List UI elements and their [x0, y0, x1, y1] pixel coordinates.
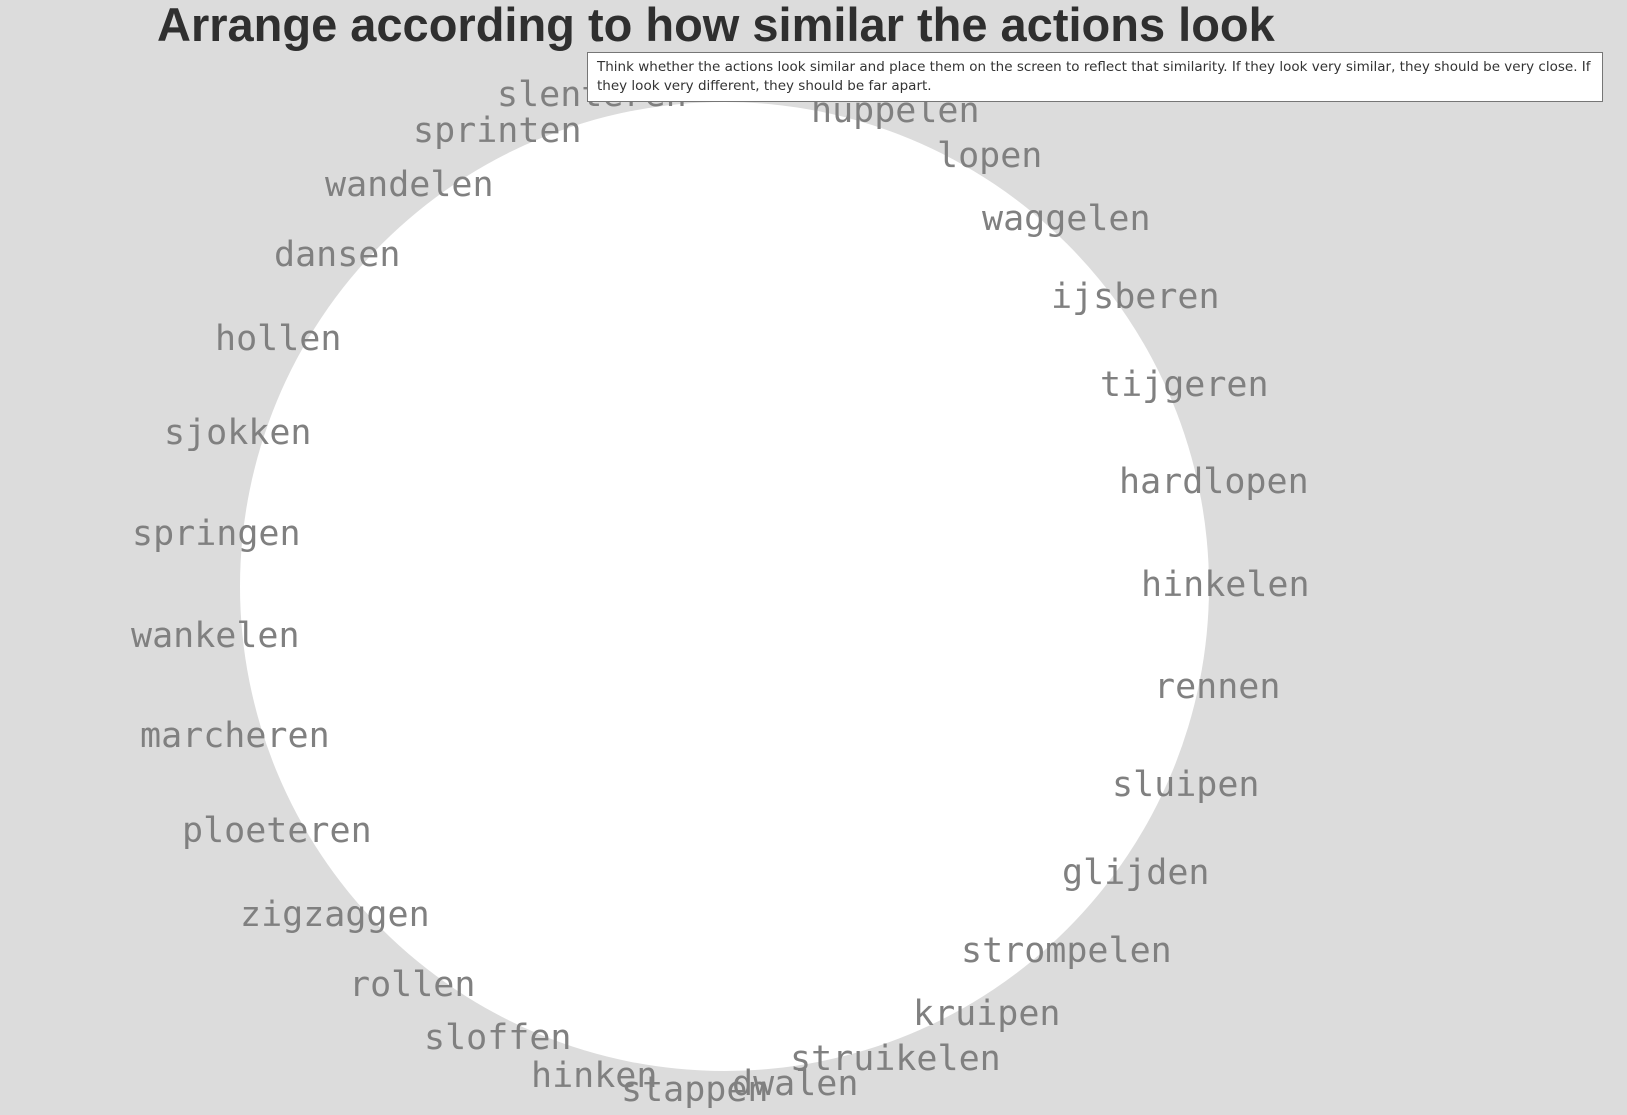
word-marcheren[interactable]: marcheren	[140, 716, 330, 756]
word-ijsberen[interactable]: ijsberen	[1051, 277, 1220, 317]
word-rollen[interactable]: rollen	[349, 965, 476, 1005]
word-dansen[interactable]: dansen	[274, 235, 401, 275]
word-sluipen[interactable]: sluipen	[1112, 765, 1260, 805]
word-wandelen[interactable]: wandelen	[325, 165, 494, 205]
word-hinkelen[interactable]: hinkelen	[1141, 565, 1310, 605]
word-springen[interactable]: springen	[132, 514, 301, 554]
word-hinken[interactable]: hinken	[531, 1056, 658, 1096]
word-struikelen[interactable]: struikelen	[790, 1039, 1001, 1079]
word-sprinten[interactable]: sprinten	[413, 111, 582, 151]
word-sloffen[interactable]: sloffen	[424, 1018, 572, 1058]
instructions-tooltip: Think whether the actions look similar a…	[587, 52, 1603, 102]
word-tijgeren[interactable]: tijgeren	[1100, 365, 1269, 405]
word-hardlopen[interactable]: hardlopen	[1119, 462, 1309, 502]
word-dwalen[interactable]: dwalen	[732, 1064, 859, 1104]
page-title: Arrange according to how similar the act…	[157, 0, 1275, 51]
word-kruipen[interactable]: kruipen	[913, 994, 1061, 1034]
word-wankelen[interactable]: wankelen	[131, 616, 300, 656]
word-strompelen[interactable]: strompelen	[961, 931, 1172, 971]
word-glijden[interactable]: glijden	[1062, 853, 1210, 893]
word-hollen[interactable]: hollen	[215, 319, 342, 359]
word-sjokken[interactable]: sjokken	[164, 413, 312, 453]
word-rennen[interactable]: rennen	[1154, 667, 1281, 707]
arrangement-circle[interactable]	[240, 102, 1209, 1071]
word-waggelen[interactable]: waggelen	[982, 199, 1151, 239]
word-zigzaggen[interactable]: zigzaggen	[240, 895, 430, 935]
word-ploeteren[interactable]: ploeteren	[182, 811, 372, 851]
word-stappen[interactable]: stappen	[621, 1070, 769, 1110]
word-lopen[interactable]: lopen	[937, 136, 1043, 176]
